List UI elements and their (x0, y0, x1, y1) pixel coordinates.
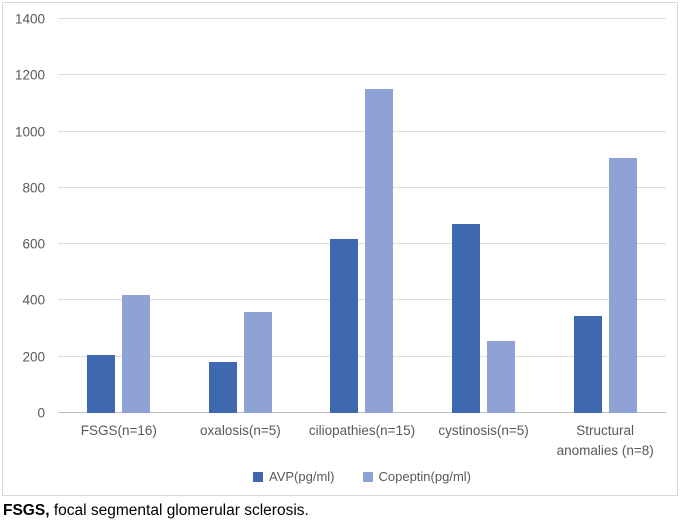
plot-area (58, 18, 666, 413)
legend-label: Copeptin(pg/ml) (378, 469, 472, 484)
y-tick-label: 400 (22, 292, 45, 308)
gridline (58, 243, 666, 245)
gridline (58, 186, 666, 188)
x-tick-label: ciliopathies(n=15) (308, 423, 416, 438)
y-tick-label: 1000 (14, 124, 45, 140)
y-axis: 0 200 400 600 800 1000 1200 1400 (3, 12, 49, 421)
bar-group (58, 19, 180, 413)
x-tick-label: Structural anomalies (n=8) (556, 423, 654, 458)
x-tick-label: FSGS(n=16) (80, 423, 157, 438)
bar (330, 238, 359, 413)
gridline (58, 355, 666, 357)
legend-label: AVP(pg/ml) (269, 469, 335, 484)
x-tick-label: oxalosis(n=5) (200, 423, 281, 438)
bar (608, 158, 637, 413)
bar (573, 315, 602, 413)
y-tick-label: 0 (37, 405, 45, 421)
x-axis-line (58, 412, 666, 413)
gridline (58, 74, 666, 76)
bar (452, 224, 481, 413)
bar (243, 311, 272, 413)
bar-group (180, 19, 302, 413)
legend-item: Copeptin(pg/ml) (362, 469, 472, 484)
y-tick-label: 1400 (14, 11, 45, 27)
y-tick-label: 600 (22, 236, 45, 252)
bar (487, 341, 516, 413)
caption-abbreviation: FSGS, (3, 502, 50, 519)
bar (365, 89, 394, 413)
bar (87, 355, 116, 413)
gridline (58, 18, 666, 19)
legend-swatch-icon (362, 471, 373, 482)
bar (122, 294, 151, 413)
y-tick-label: 1200 (14, 67, 45, 83)
x-tick-label: cystinosis(n=5) (438, 423, 529, 438)
gridline (58, 130, 666, 132)
gridline (58, 299, 666, 301)
y-tick-label: 200 (22, 349, 45, 365)
legend-item: AVP(pg/ml) (253, 469, 335, 484)
figure-caption: FSGS, focal segmental glomerular scleros… (3, 502, 309, 520)
y-tick-label: 800 (22, 180, 45, 196)
bar-groups (58, 19, 666, 413)
bar (208, 362, 237, 413)
bar-group (301, 19, 423, 413)
legend: AVP(pg/ml) Copeptin(pg/ml) (58, 469, 666, 484)
legend-swatch-icon (253, 471, 263, 482)
bar-group (423, 19, 545, 413)
bar-group (544, 19, 666, 413)
chart-container: 0 200 400 600 800 1000 1200 1400 FSGS(n=16) oxal… (2, 2, 678, 496)
x-axis: FSGS(n=16) oxalosis(n=5) ciliopathies(n=15… (58, 421, 666, 460)
caption-text: focal segmental glomerular sclerosis. (49, 502, 309, 519)
